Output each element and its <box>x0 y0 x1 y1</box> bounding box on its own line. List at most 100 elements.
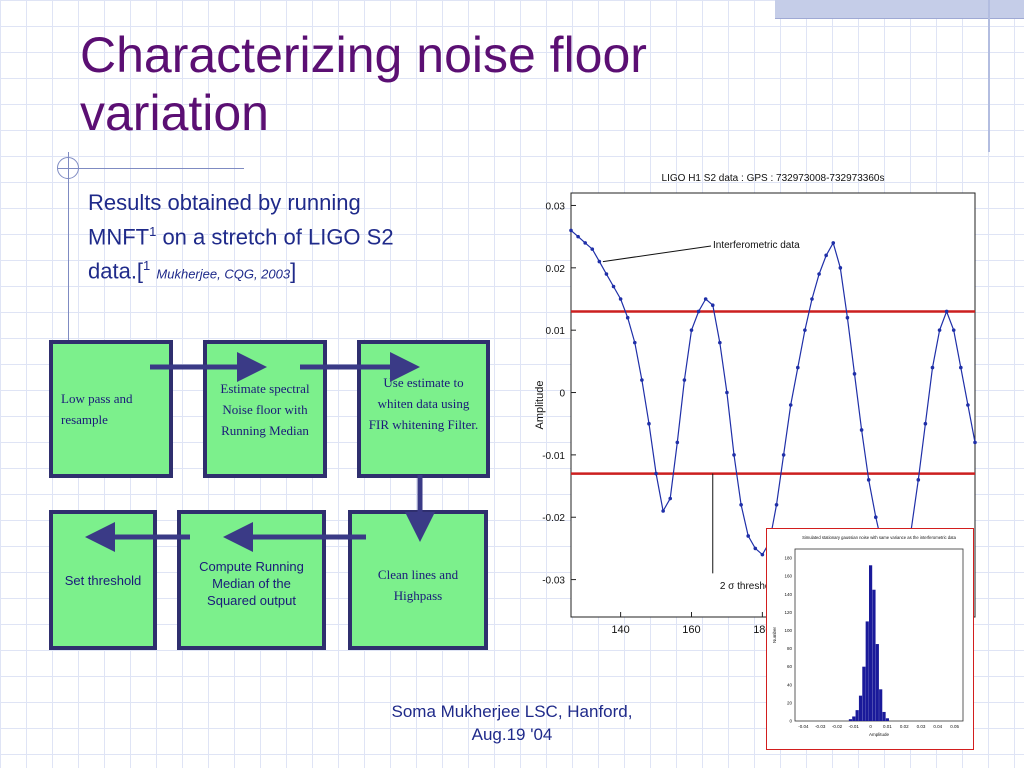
annotation-interferometric: Interferometric data <box>713 240 800 251</box>
data-point <box>597 259 602 264</box>
hist-y-tick: 180 <box>784 556 792 561</box>
data-point <box>973 440 977 445</box>
data-point <box>959 365 963 370</box>
histogram-svg: Simulated stationary gaussian noise with… <box>772 535 964 737</box>
hist-y-tick: 140 <box>784 592 792 597</box>
hist-x-tick: -0.04 <box>798 724 809 729</box>
bullet-line2a: MNFT <box>88 224 150 250</box>
data-point <box>647 421 651 426</box>
data-point <box>753 546 758 551</box>
hist-bar <box>885 718 889 721</box>
header-band <box>775 0 1024 19</box>
hist-x-tick: 0 <box>869 724 872 729</box>
data-point <box>944 309 949 314</box>
y-tick-label: -0.01 <box>542 451 565 462</box>
hist-x-tick: -0.02 <box>832 724 843 729</box>
hist-y-tick: 100 <box>784 628 792 633</box>
data-point <box>845 315 850 320</box>
footer-line1: Soma Mukherjee LSC, Hanford, <box>391 702 633 721</box>
footnote-marker: 1 <box>149 224 157 239</box>
hist-y-tick: 0 <box>789 719 792 724</box>
data-point <box>781 453 786 457</box>
bullet-line3b: ] <box>290 258 297 284</box>
hist-y-tick: 160 <box>784 574 792 579</box>
flow-box-estimate-label: Estimate spectral Noise floor with Runni… <box>220 380 310 438</box>
data-point <box>654 471 658 476</box>
data-point <box>838 266 843 270</box>
data-point <box>703 297 708 301</box>
data-point <box>590 247 595 251</box>
data-point <box>930 365 935 370</box>
data-point <box>803 328 807 332</box>
bullet-line3a: data.[ <box>88 258 144 284</box>
data-point <box>725 390 729 395</box>
hist-y-tick: 20 <box>787 700 793 705</box>
hist-bar <box>855 710 859 721</box>
decorative-rule <box>988 0 990 152</box>
data-point <box>618 297 623 301</box>
data-point <box>604 272 609 276</box>
footer-line2: Aug.19 '04 <box>471 725 553 744</box>
data-point <box>689 328 694 332</box>
histogram-inset: Simulated stationary gaussian noise with… <box>766 528 974 750</box>
data-point <box>916 478 921 482</box>
flow-box-estimate: Estimate spectral Noise floor with Runni… <box>203 340 327 478</box>
data-point <box>831 241 836 245</box>
hist-x-tick: 0.05 <box>950 724 959 729</box>
hist-title: Simulated stationary gaussian noise with… <box>802 535 957 540</box>
hist-y-label: Number <box>772 627 777 644</box>
hist-x-label: Amplitude <box>869 732 890 737</box>
hist-bar <box>872 589 876 721</box>
hist-bar <box>882 711 886 721</box>
data-point <box>824 253 828 258</box>
chart-title: LIGO H1 S2 data : GPS : 732973008-732973… <box>662 173 885 184</box>
data-point <box>788 403 793 407</box>
hist-bar <box>879 689 883 721</box>
flow-box-lowpass-label: Low pass and resample <box>61 391 133 427</box>
x-tick-label: 160 <box>682 624 700 636</box>
y-axis-label: Amplitude <box>534 381 546 430</box>
data-point <box>923 421 928 426</box>
y-tick-label: 0.02 <box>546 264 566 275</box>
data-point <box>774 502 779 507</box>
data-point <box>718 340 722 345</box>
hist-x-tick: -0.03 <box>815 724 826 729</box>
hist-y-tick: 60 <box>787 664 793 669</box>
y-tick-label: 0 <box>559 389 565 400</box>
reference: Mukherjee, CQG, 2003 <box>156 266 291 282</box>
hist-x-tick: 0.03 <box>917 724 926 729</box>
decorative-rule-h <box>58 168 244 169</box>
data-point <box>675 440 680 445</box>
hist-bar <box>862 666 866 721</box>
annotation-threshold: 2 σ threshold <box>720 581 778 592</box>
data-point <box>866 478 871 482</box>
data-point <box>569 228 573 233</box>
data-point <box>632 340 637 345</box>
hist-y-tick: 120 <box>784 610 792 615</box>
data-point <box>611 284 616 289</box>
y-tick-label: -0.03 <box>542 576 565 587</box>
ref-marker: 1 <box>143 258 151 274</box>
data-point <box>796 365 800 370</box>
data-point <box>668 496 673 501</box>
hist-bar <box>848 719 853 721</box>
data-point <box>625 315 630 320</box>
hist-bar <box>869 565 873 721</box>
hist-x-tick: 0.02 <box>900 724 909 729</box>
data-point <box>640 378 644 382</box>
data-point <box>760 552 765 557</box>
data-point <box>859 428 864 432</box>
data-point <box>937 328 942 332</box>
data-point <box>710 303 715 308</box>
data-point <box>852 372 857 376</box>
data-point <box>682 378 687 382</box>
data-point <box>966 403 970 407</box>
data-point <box>576 234 580 239</box>
bullet-line2b: on a stretch of LIGO S2 <box>156 224 394 250</box>
data-point <box>739 502 743 507</box>
flow-box-lowpass: Low pass and resample <box>49 340 173 478</box>
hist-x-tick: 0.04 <box>933 724 942 729</box>
data-point <box>583 241 587 245</box>
y-tick-label: 0.01 <box>546 326 566 337</box>
